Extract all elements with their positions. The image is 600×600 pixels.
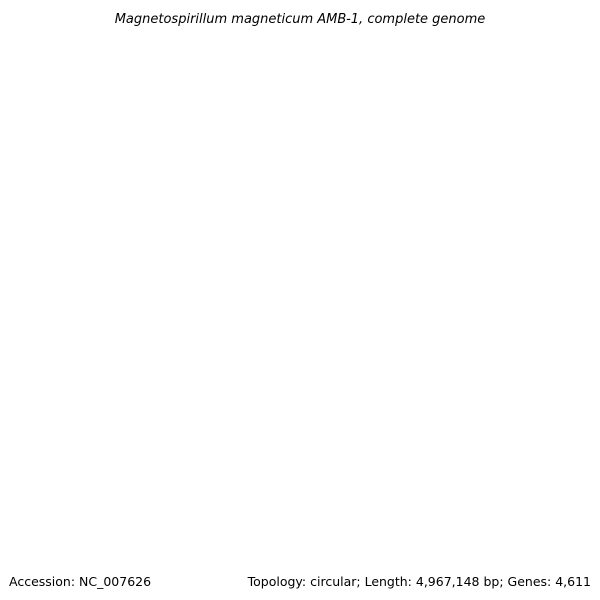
map-title: Magnetospirillum magneticum AMB-1, compl… [115, 12, 486, 27]
accession-text: Accession: NC_007626 [9, 574, 151, 589]
genome-summary-text: Topology: circular; Length: 4,967,148 bp… [247, 574, 591, 589]
